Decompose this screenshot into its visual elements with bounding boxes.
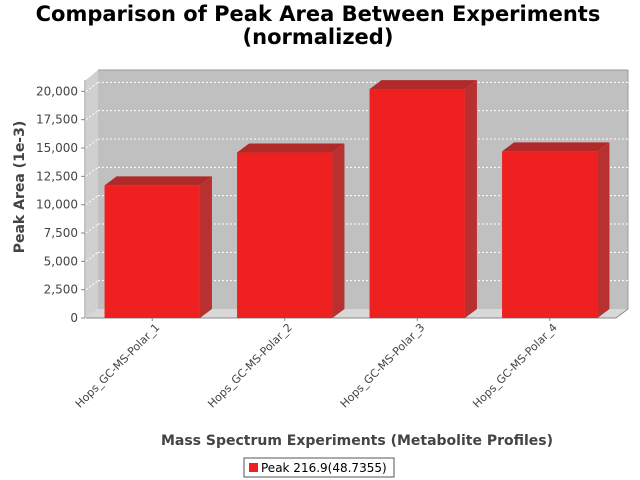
bar-top [502, 142, 610, 152]
gridline-side [85, 280, 99, 291]
bar-front [237, 152, 333, 318]
bar [502, 142, 610, 318]
x-category-labels: Hops_GC-MS-Polar_1 Hops_GC-MS-Polar_2 Hops… [73, 318, 560, 410]
x-category-label: Hops_GC-MS-Polar_3 [338, 321, 428, 411]
gridline-side [85, 195, 99, 206]
bar-front [369, 89, 465, 318]
bar-side [464, 80, 477, 318]
x-category-label: Hops_GC-MS-Polar_2 [205, 321, 295, 411]
gridline-side [85, 223, 99, 234]
bar [237, 143, 345, 318]
bar-front [104, 185, 200, 318]
bar-top [104, 176, 212, 186]
y-tick-label: 0 [70, 311, 78, 325]
y-tick-label: 17,500 [36, 113, 78, 127]
bar-top [237, 143, 345, 153]
plot-back-wall [98, 70, 628, 309]
y-tick-label: 20,000 [36, 84, 78, 98]
plot-floor-right-edge [615, 308, 629, 319]
gridline-side [85, 251, 99, 262]
y-axis-label: Peak Area (1e-3) [12, 121, 28, 254]
legend-swatch [249, 463, 258, 472]
chart-title-line1: Comparison of Peak Area Between Experime… [36, 2, 601, 26]
bar [104, 176, 212, 318]
plot-side-wall [86, 70, 98, 318]
bar-side [597, 142, 610, 318]
x-category-label: Hops_GC-MS-Polar_4 [470, 321, 560, 411]
chart-title-line2: (normalized) [243, 25, 394, 49]
gridline-side [85, 166, 99, 177]
y-tick-label: 5,000 [44, 254, 78, 268]
bar-side [332, 143, 345, 318]
y-tick-label: 10,000 [36, 198, 78, 212]
y-tick-label: 7,500 [44, 226, 78, 240]
legend-box [243, 457, 395, 478]
bar-side [199, 176, 212, 318]
y-tick-label: 12,500 [36, 169, 78, 183]
y-tick-label: 15,000 [36, 141, 78, 155]
legend-label: Peak 216.9(48.7355) [261, 461, 387, 475]
x-category-label: Hops_GC-MS-Polar_1 [73, 321, 163, 411]
bar-top [369, 80, 477, 90]
bars [104, 80, 610, 318]
gridline-side [85, 110, 99, 121]
y-ticks: 0 2,500 5,000 7,500 10,000 12,500 15,000 17,500… [36, 84, 85, 325]
plot-floor [86, 309, 628, 318]
y-tick-label: 2,500 [44, 283, 78, 297]
gridline-side [85, 81, 99, 92]
bar [369, 80, 477, 318]
gridline-side [85, 138, 99, 149]
x-axis-label: Mass Spectrum Experiments (Metabolite Pr… [161, 433, 553, 449]
legend: Peak 216.9(48.7355) [243, 457, 395, 478]
bar-front [502, 151, 598, 318]
